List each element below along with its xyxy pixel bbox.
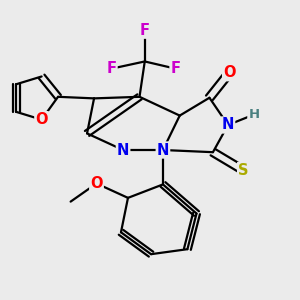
Text: N: N — [157, 142, 169, 158]
Text: S: S — [238, 163, 249, 178]
Text: O: O — [35, 112, 48, 127]
Text: N: N — [117, 142, 129, 158]
Text: F: F — [140, 23, 150, 38]
Text: F: F — [170, 61, 181, 76]
Text: O: O — [223, 65, 236, 80]
Text: F: F — [106, 61, 116, 76]
Text: H: H — [248, 108, 260, 121]
Text: N: N — [222, 118, 234, 133]
Text: O: O — [90, 176, 103, 191]
